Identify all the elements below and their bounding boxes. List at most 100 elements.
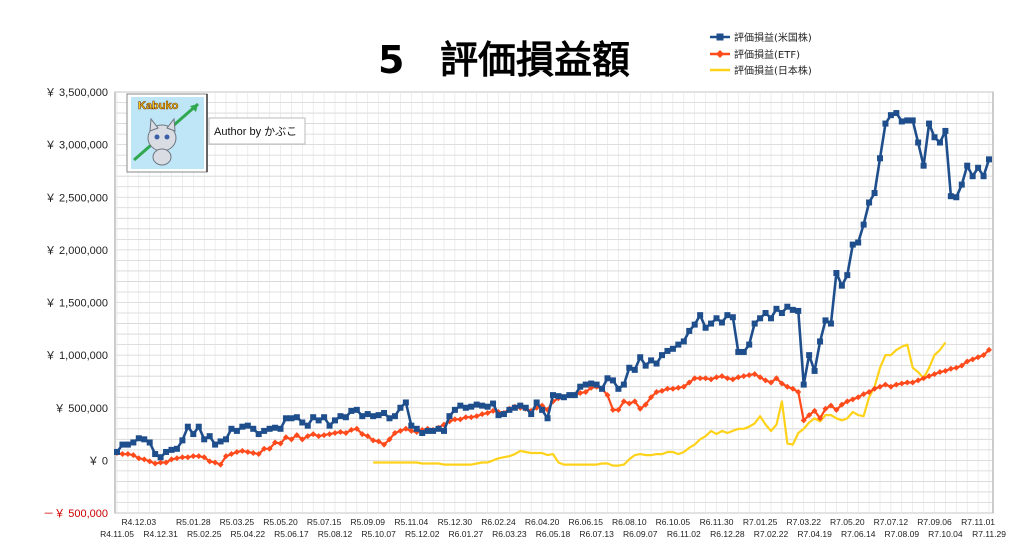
data-point-us [795, 307, 802, 314]
data-point-etf [773, 375, 780, 382]
data-point-us [817, 338, 824, 345]
data-point-etf [342, 430, 349, 437]
y-axis-labels: －￥ 500,000 ￥ 0 ￥ 500,000 ￥ 1,000,000 ￥ 1,500… [43, 87, 108, 520]
data-point-etf [484, 410, 491, 417]
data-point-etf [451, 416, 458, 423]
data-point-us [697, 312, 704, 319]
data-point-us [909, 117, 916, 124]
data-point-us [844, 272, 851, 279]
data-point-etf [871, 385, 878, 392]
data-point-us [473, 401, 480, 408]
data-point-etf [299, 436, 306, 443]
data-point-us [958, 181, 965, 188]
data-point-us [620, 381, 627, 388]
chart-title-number: 5 [378, 38, 404, 82]
data-point-us [386, 415, 393, 422]
data-point-us [168, 446, 175, 453]
x-tick-label-top: R7.01.25 [743, 517, 778, 527]
data-point-etf [631, 398, 638, 405]
data-point-us [969, 173, 976, 180]
data-point-us [332, 417, 338, 424]
data-point-us [441, 427, 447, 434]
data-point-us [233, 427, 240, 434]
data-point-us [855, 239, 862, 246]
data-point-etf [898, 380, 905, 387]
data-point-us [833, 270, 840, 277]
data-point-etf [337, 428, 344, 435]
data-point-etf [751, 371, 758, 378]
data-point-etf [642, 401, 649, 408]
data-point-etf [691, 375, 698, 382]
data-point-us [435, 425, 442, 432]
data-point-us [784, 303, 791, 310]
data-point-etf [909, 379, 916, 386]
data-point-etf [806, 412, 813, 419]
data-point-us [713, 315, 720, 322]
logo-arrowhead-icon [190, 104, 198, 112]
data-point-us [604, 375, 611, 382]
data-point-etf [277, 440, 284, 447]
data-point-etf [877, 383, 883, 390]
data-point-us [391, 413, 398, 420]
data-point-us [364, 411, 371, 418]
data-point-us [402, 399, 409, 406]
data-point-etf [762, 377, 769, 384]
data-point-us [898, 118, 905, 125]
x-tick-label-top: R5.01.28 [176, 517, 211, 527]
data-point-us [626, 364, 633, 371]
data-point-us [800, 381, 807, 388]
legend-label-etf: 評価損益(ETF) [734, 48, 800, 61]
data-point-us [544, 415, 551, 422]
data-point-etf [648, 394, 655, 401]
data-point-etf [173, 455, 180, 462]
data-point-etf [310, 431, 317, 438]
data-point-etf [931, 371, 938, 378]
data-point-us [250, 425, 257, 432]
data-point-etf [462, 414, 469, 421]
data-point-etf [729, 376, 736, 383]
data-point-etf [391, 430, 398, 437]
data-point-us [152, 451, 159, 458]
data-point-etf [184, 454, 191, 461]
data-point-etf [457, 416, 464, 423]
data-point-us [702, 324, 709, 331]
data-point-etf [920, 375, 927, 382]
data-point-etf [261, 445, 268, 452]
data-point-etf [359, 431, 366, 438]
cat-eye-left-icon [154, 134, 160, 140]
data-point-etf [244, 448, 251, 455]
grid-lines [114, 91, 994, 514]
data-point-us [326, 422, 333, 429]
data-point-us [261, 427, 268, 434]
data-point-us [566, 392, 573, 399]
data-point-us [920, 162, 927, 169]
data-point-us [135, 435, 142, 442]
x-tick-label-top: R7.09.06 [917, 517, 952, 527]
data-point-us [206, 433, 213, 440]
data-point-etf [817, 415, 824, 422]
x-tick-label-bottom: R6.03.23 [492, 529, 527, 539]
x-tick-label-bottom: R5.12.02 [405, 529, 440, 539]
data-point-us [550, 392, 556, 399]
data-point-us [413, 425, 420, 432]
data-point-us [669, 345, 676, 352]
series-group [114, 110, 992, 468]
x-tick-label-top: R7.03.22 [786, 517, 821, 527]
cat-eye-right-icon [164, 134, 170, 140]
data-point-us [299, 419, 306, 426]
data-point-etf [152, 460, 159, 467]
data-point-us [686, 327, 693, 334]
data-point-etf [757, 374, 764, 381]
data-point-us [282, 415, 289, 422]
data-point-us [642, 362, 649, 369]
data-point-us [408, 422, 415, 429]
legend-label-us: 評価損益(米国株) [734, 31, 812, 44]
x-tick-label-bottom: R7.11.29 [972, 529, 1006, 539]
y-tick-label: ￥ 2,500,000 [45, 192, 108, 204]
data-point-us [571, 392, 578, 399]
data-point-etf [947, 365, 954, 372]
data-point-us [517, 402, 524, 409]
data-point-us [653, 360, 660, 367]
data-point-us [424, 427, 431, 434]
data-point-etf [702, 375, 709, 382]
